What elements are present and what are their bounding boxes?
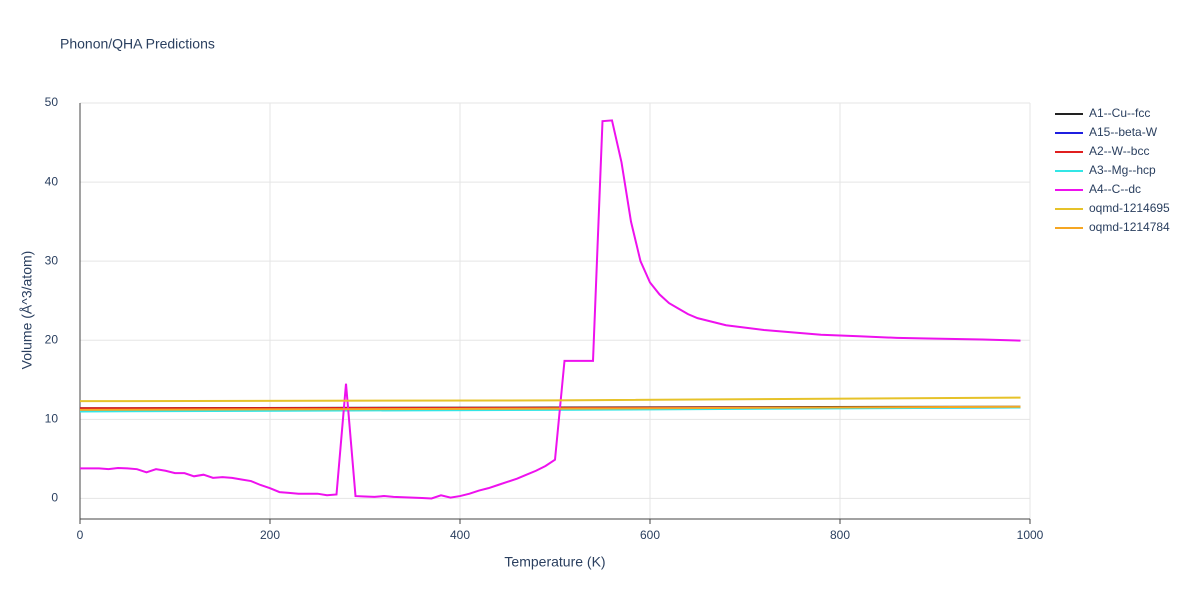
x-tick-label: 400 xyxy=(450,528,470,542)
y-tick-label: 30 xyxy=(45,253,59,267)
legend-label: oqmd-1214695 xyxy=(1089,201,1170,215)
legend-label: A4--C--dc xyxy=(1089,182,1141,196)
y-tick-label: 50 xyxy=(45,95,59,109)
legend-label: A3--Mg--hcp xyxy=(1089,163,1156,177)
x-tick-label: 200 xyxy=(260,528,280,542)
y-tick-label: 0 xyxy=(51,491,58,505)
x-tick-label: 0 xyxy=(77,528,84,542)
x-tick-label: 1000 xyxy=(1017,528,1044,542)
chart-title: Phonon/QHA Predictions xyxy=(60,36,215,52)
series-line xyxy=(79,396,1021,403)
x-axis-label: Temperature (K) xyxy=(504,554,605,570)
x-tick-label: 800 xyxy=(830,528,850,542)
y-tick-label: 20 xyxy=(45,332,59,346)
legend-label: A2--W--bcc xyxy=(1089,144,1149,158)
legend-label: oqmd-1214784 xyxy=(1089,220,1170,234)
legend-label: A15--beta-W xyxy=(1089,125,1158,139)
x-tick-label: 600 xyxy=(640,528,660,542)
y-tick-label: 10 xyxy=(45,412,59,426)
series-line xyxy=(80,119,1021,500)
legend-label: A1--Cu--fcc xyxy=(1089,106,1150,120)
series-line xyxy=(79,405,1021,411)
y-axis-label: Volume (Å^3/atom) xyxy=(19,251,35,370)
y-tick-label: 40 xyxy=(45,174,59,188)
